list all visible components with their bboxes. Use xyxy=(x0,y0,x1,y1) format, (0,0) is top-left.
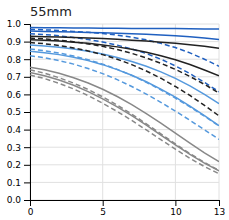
series-line xyxy=(30,28,219,29)
y-domain xyxy=(24,25,31,201)
y-tick: 0.5 xyxy=(7,107,30,117)
grid-line-y xyxy=(30,24,219,25)
y-tick-mark xyxy=(24,94,30,95)
x-tick: 5 xyxy=(100,200,106,217)
series-line xyxy=(30,56,219,140)
lines xyxy=(30,28,219,174)
y-tick-label: 0.6 xyxy=(7,90,22,100)
y-tick-mark xyxy=(24,130,30,131)
y-tick-mark xyxy=(24,147,30,148)
y-tick: 0.0 xyxy=(7,195,30,205)
y-tick-mark xyxy=(24,112,30,113)
x-domain xyxy=(31,201,220,207)
x-tick: 10 xyxy=(170,200,182,217)
y-tick: 0.1 xyxy=(7,178,30,188)
x-tick-label: 10 xyxy=(170,207,182,217)
grid-line-y xyxy=(30,147,219,148)
x-axis: 0 5 10 13 xyxy=(28,200,226,217)
y-tick: 1.0 xyxy=(7,19,30,29)
y-tick: 0.7 xyxy=(7,72,30,82)
series-line xyxy=(30,36,219,48)
series-line xyxy=(30,38,219,93)
x-tick-mark xyxy=(219,200,220,206)
series-line xyxy=(30,72,219,170)
y-axis: 0.0 0.1 0.2 0.3 0.4 0.5 0.6 0.7 0.8 0.9 1.0 xyxy=(7,19,31,205)
plot: 0 5 10 13 0.0 0.1 0.2 0.3 0.4 0.5 0.6 0.7 0.8 0.9 1.0 xyxy=(7,19,226,217)
y-tick-label: 0.2 xyxy=(7,160,21,170)
y-tick-mark xyxy=(24,42,30,43)
y-tick-label: 0.1 xyxy=(7,178,21,188)
y-tick-label: 0.4 xyxy=(7,125,22,135)
y-tick-mark xyxy=(24,24,30,25)
chart: 0 5 10 13 0.0 0.1 0.2 0.3 0.4 0.5 0.6 0.7 0.8 0.9 1.0 5… xyxy=(0,0,229,220)
series-line xyxy=(30,67,219,162)
y-tick-mark xyxy=(24,77,30,78)
grid-line-y xyxy=(30,94,219,95)
title: 55mm xyxy=(30,4,72,19)
x-tick-label: 0 xyxy=(28,207,34,217)
y-tick: 0.4 xyxy=(7,125,30,135)
y-tick-mark xyxy=(24,182,30,183)
grid-line-y xyxy=(30,76,219,77)
y-tick-label: 0.5 xyxy=(7,107,21,117)
x-tick-label: 13 xyxy=(214,207,225,217)
grid-line-y xyxy=(30,182,219,183)
y-tick: 0.2 xyxy=(7,160,30,170)
x-tick-mark xyxy=(175,200,176,206)
y-tick: 0.6 xyxy=(7,90,30,100)
y-tick-label: 0.0 xyxy=(7,195,22,205)
y-tick: 0.3 xyxy=(7,143,30,153)
x-tick-mark xyxy=(103,200,104,206)
y-tick-label: 1.0 xyxy=(7,19,22,29)
y-tick-mark xyxy=(24,59,30,60)
grid xyxy=(30,24,219,200)
y-tick-mark xyxy=(24,200,30,201)
series-line xyxy=(30,75,219,174)
y-tick-label: 0.3 xyxy=(7,143,21,153)
y-tick-mark xyxy=(24,165,30,166)
x-tick-label: 5 xyxy=(100,207,106,217)
y-tick-label: 0.8 xyxy=(7,55,22,65)
grid-line-y xyxy=(30,164,219,165)
y-tick-label: 0.7 xyxy=(7,72,21,82)
series-line xyxy=(30,70,219,171)
x-tick: 13 xyxy=(214,200,225,217)
y-tick: 0.8 xyxy=(7,55,30,65)
y-tick-label: 0.9 xyxy=(7,37,22,47)
y-tick: 0.9 xyxy=(7,37,30,47)
x-tick: 0 xyxy=(28,200,34,217)
grid-line-y xyxy=(30,129,219,130)
